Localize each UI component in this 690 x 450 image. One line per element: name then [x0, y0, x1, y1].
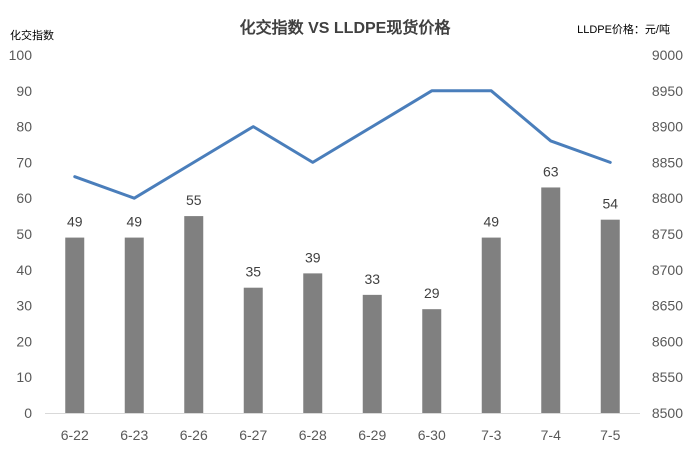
y-left-tick-label: 10 — [16, 369, 32, 385]
bar — [600, 219, 620, 413]
y-left-tick-label: 80 — [16, 119, 32, 135]
bar — [481, 237, 501, 413]
x-tick-label: 6-30 — [418, 427, 446, 443]
y-right-tick-label: 8600 — [652, 333, 683, 349]
bar-data-label: 63 — [543, 163, 559, 179]
x-tick-label: 6-28 — [299, 427, 327, 443]
bar — [303, 273, 323, 413]
chart-title: 化交指数 VS LLDPE现货价格 — [239, 20, 451, 37]
y-left-tick-label: 40 — [16, 262, 32, 278]
x-tick-label: 6-27 — [239, 427, 267, 443]
bar-data-label: 39 — [305, 249, 321, 265]
bar-data-label: 35 — [245, 264, 261, 280]
price-line — [73, 89, 612, 200]
x-tick-label: 6-23 — [120, 427, 148, 443]
y-right-tick-label: 8750 — [652, 226, 683, 242]
y-right-tick-label: 8500 — [652, 405, 683, 421]
x-tick-label: 6-26 — [180, 427, 208, 443]
bar — [541, 187, 561, 413]
y-left-tick-label: 20 — [16, 333, 32, 349]
bar-data-label: 55 — [186, 192, 202, 208]
bar-data-label: 49 — [126, 214, 142, 230]
bar — [243, 287, 263, 413]
bar — [422, 309, 442, 413]
y-left-tick-label: 0 — [24, 405, 32, 421]
y-right-tick-label: 8800 — [652, 190, 683, 206]
y-right-tick-label: 8700 — [652, 262, 683, 278]
y-left-tick-label: 30 — [16, 298, 32, 314]
x-tick-label: 6-29 — [358, 427, 386, 443]
bar — [184, 216, 204, 413]
x-tick-label: 7-3 — [481, 427, 501, 443]
bar-data-label: 54 — [602, 196, 618, 212]
x-tick-label: 7-5 — [600, 427, 620, 443]
bar — [65, 237, 85, 413]
y-right-tick-label: 8650 — [652, 298, 683, 314]
y-right-tick-label: 8900 — [652, 119, 683, 135]
y-left-tick-label: 60 — [16, 190, 32, 206]
bar-data-label: 49 — [483, 214, 499, 230]
bar — [124, 237, 144, 413]
y-right-tick-label: 8550 — [652, 369, 683, 385]
y-axis-left-label: 化交指数 — [10, 30, 54, 42]
y-right-tick-label: 8850 — [652, 154, 683, 170]
y-axis-right-label: LLDPE价格：元/吨 — [577, 24, 670, 36]
y-left-tick-label: 100 — [9, 47, 33, 63]
y-left-tick-label: 90 — [16, 83, 32, 99]
x-tick-label: 6-22 — [61, 427, 89, 443]
x-tick-label: 7-4 — [541, 427, 561, 443]
y-right-tick-label: 9000 — [652, 47, 683, 63]
bar — [362, 294, 382, 413]
y-right-tick-label: 8950 — [652, 83, 683, 99]
bar-data-label: 33 — [364, 271, 380, 287]
y-left-tick-label: 50 — [16, 226, 32, 242]
bar-data-label: 49 — [67, 214, 83, 230]
bar-data-label: 29 — [424, 285, 440, 301]
y-left-tick-label: 70 — [16, 154, 32, 170]
